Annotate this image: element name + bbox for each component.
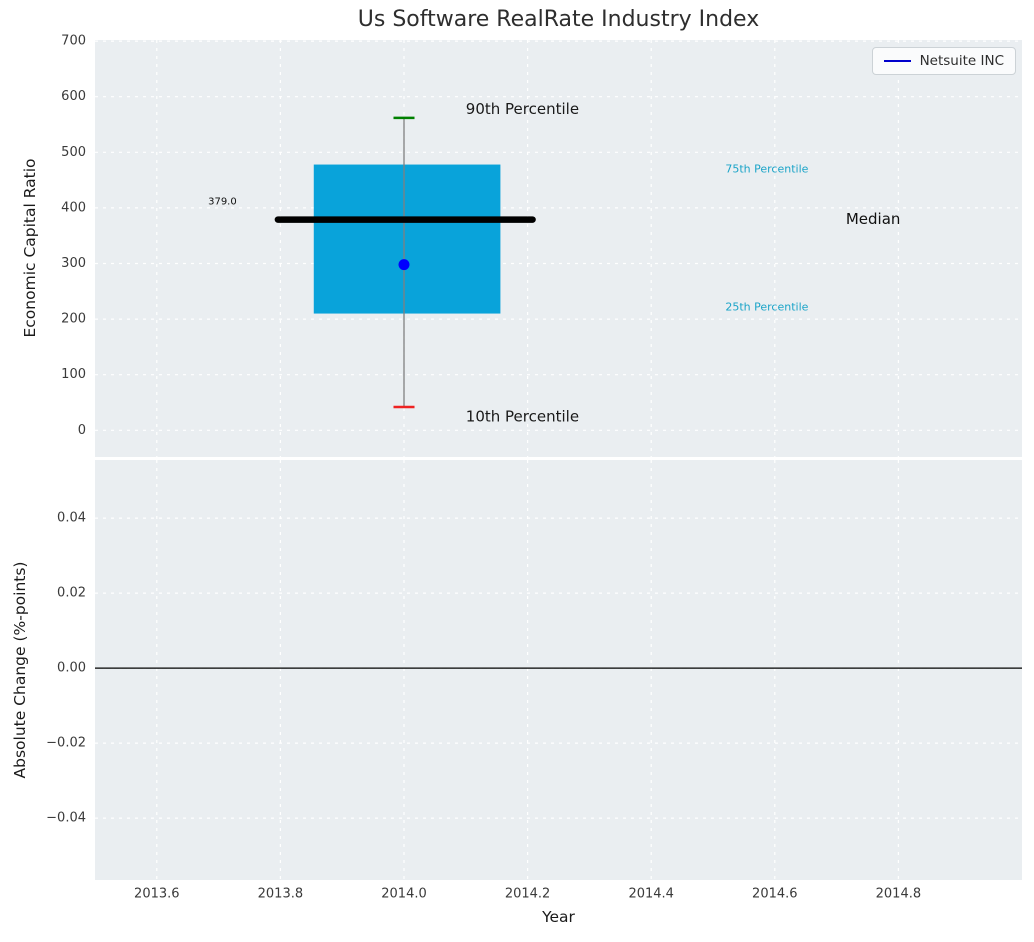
y-tick-label: 400 <box>61 200 86 215</box>
y-tick-label: 0 <box>78 423 86 438</box>
y-tick-label: −0.02 <box>46 736 86 751</box>
y-tick-label: 100 <box>61 367 86 382</box>
annotation-median: Median <box>846 210 901 228</box>
y-tick-label: 0.00 <box>57 661 86 676</box>
annotation-75th-percentile: 75th Percentile <box>725 162 808 175</box>
annotation-10th-percentile: 10th Percentile <box>466 407 579 425</box>
y-tick-label: 700 <box>61 34 86 49</box>
axes-bottom-panel <box>95 460 1022 880</box>
ylabel-absolute-change: Absolute Change (%-points) <box>11 561 29 779</box>
y-tick-label: 600 <box>61 89 86 104</box>
ylabel-economic-capital-ratio: Economic Capital Ratio <box>21 158 39 338</box>
y-tick-label: 200 <box>61 312 86 327</box>
legend-label: Netsuite INC <box>919 53 1004 69</box>
annotation-25th-percentile: 25th Percentile <box>725 300 808 313</box>
x-tick-label: 2014.2 <box>505 887 551 902</box>
annotation-379-0: 379.0 <box>208 196 237 207</box>
annotation-90th-percentile: 90th Percentile <box>466 100 579 118</box>
xlabel-year: Year <box>542 908 575 926</box>
x-tick-label: 2014.4 <box>628 887 674 902</box>
netsuite-point <box>398 259 410 271</box>
x-tick-label: 2014.6 <box>752 887 798 902</box>
x-tick-label: 2013.8 <box>258 887 304 902</box>
y-tick-label: 500 <box>61 145 86 160</box>
legend: Netsuite INC <box>871 47 1016 75</box>
axes-top-panel <box>95 40 1022 457</box>
y-tick-label: 0.02 <box>57 586 86 601</box>
y-tick-label: 0.04 <box>57 511 86 526</box>
legend-line-icon <box>883 60 911 62</box>
box-iqr <box>313 164 501 314</box>
chart-title: Us Software RealRate Industry Index <box>357 7 760 32</box>
y-tick-label: −0.04 <box>46 811 86 826</box>
x-tick-label: 2014.8 <box>876 887 922 902</box>
x-tick-label: 2014.0 <box>381 887 427 902</box>
y-tick-label: 300 <box>61 256 86 271</box>
x-tick-label: 2013.6 <box>134 887 180 902</box>
